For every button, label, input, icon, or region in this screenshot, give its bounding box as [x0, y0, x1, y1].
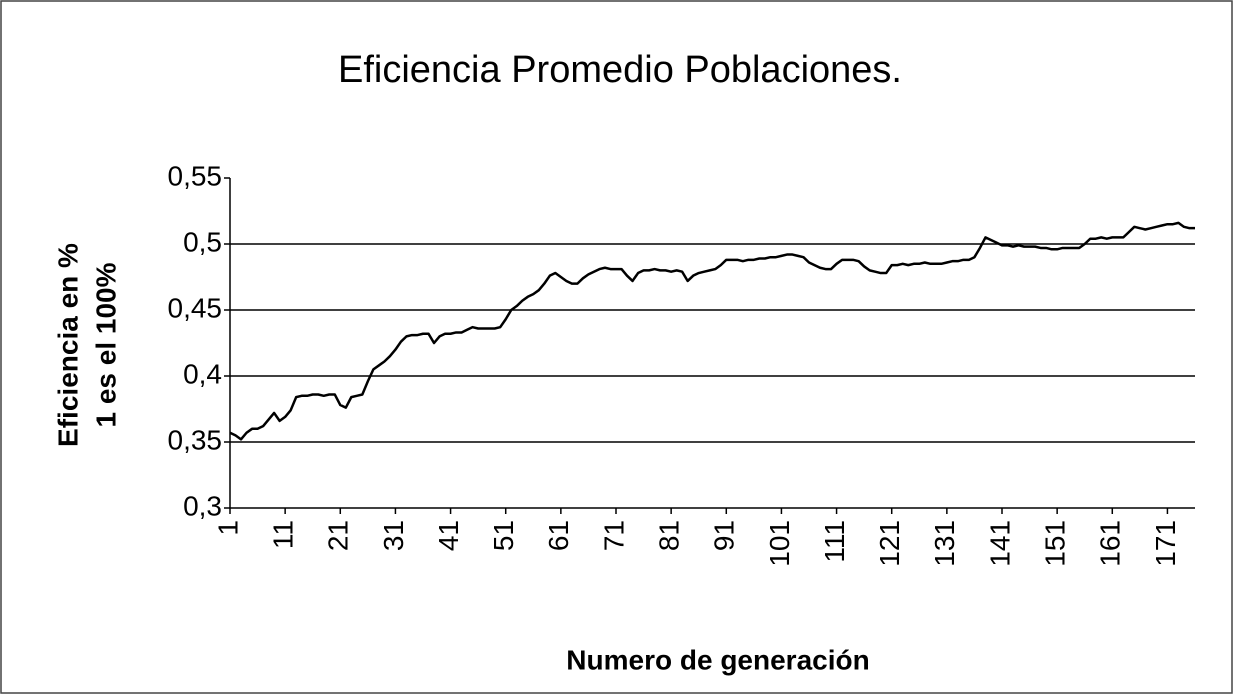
- y-tick-label: 0,4: [183, 358, 222, 389]
- x-tick-label: 21: [323, 520, 354, 551]
- x-tick-label: 111: [819, 520, 850, 563]
- data-line: [229, 221, 1195, 441]
- x-tick-label: 81: [654, 520, 685, 551]
- x-tick-label: 41: [433, 520, 464, 551]
- y-axis-label: Eficiencia en %: [52, 243, 83, 447]
- x-tick-label: 131: [929, 520, 960, 567]
- x-tick-label: 121: [874, 520, 905, 567]
- x-tick-label: 141: [984, 520, 1015, 567]
- x-tick-label: 101: [764, 520, 795, 567]
- y-tick-label: 0,45: [168, 292, 223, 323]
- y-tick-label: 0,55: [168, 160, 223, 191]
- x-tick-label: 161: [1095, 520, 1126, 567]
- x-tick-label: 71: [598, 520, 629, 551]
- y-tick-label: 0,3: [183, 490, 222, 521]
- x-tick-label: 1: [212, 520, 243, 536]
- y-tick-label: 0,5: [183, 226, 222, 257]
- x-tick-label: 31: [378, 520, 409, 551]
- chart-title: Eficiencia Promedio Poblaciones.: [338, 49, 902, 91]
- x-tick-label: 11: [268, 520, 299, 549]
- y-tick-label: 0,35: [168, 424, 223, 455]
- x-tick-label: 51: [488, 520, 519, 551]
- x-tick-label: 151: [1040, 520, 1071, 567]
- x-tick-label: 171: [1150, 520, 1181, 567]
- x-tick-label: 61: [543, 520, 574, 551]
- x-axis-label: Numero de generación: [566, 644, 869, 675]
- x-tick-label: 91: [709, 520, 740, 551]
- y-axis-label: 1 es el 100%: [90, 262, 121, 427]
